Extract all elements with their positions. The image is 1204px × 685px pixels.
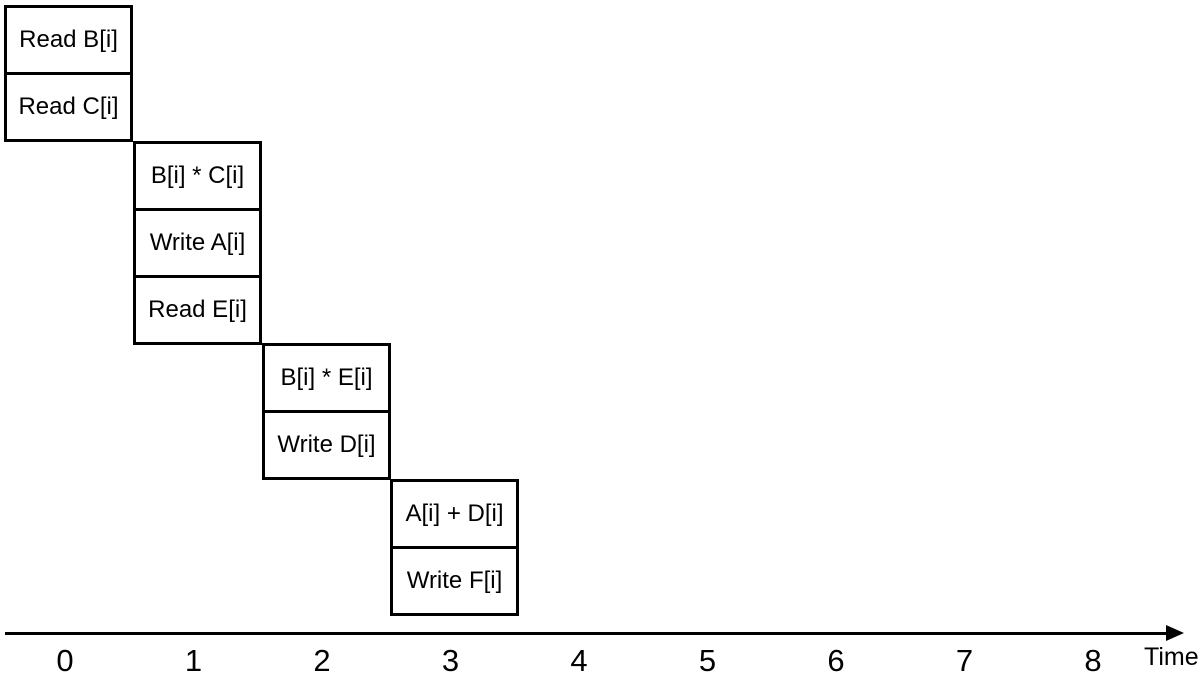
axis-tick-label-8: 8	[1084, 643, 1102, 678]
axis-tick-label-4: 4	[570, 643, 588, 678]
task-box-read-c: Read C[i]	[4, 72, 133, 142]
task-box-write-a: Write A[i]	[133, 208, 262, 278]
time-slot-column-3: A[i] + D[i] Write F[i]	[390, 479, 519, 616]
task-box-multiply-bc: B[i] * C[i]	[133, 141, 262, 211]
task-box-read-b: Read B[i]	[4, 5, 133, 75]
axis-tick-label-3: 3	[441, 643, 460, 678]
task-box-multiply-be: B[i] * E[i]	[262, 343, 391, 413]
axis-tick-label-5: 5	[698, 643, 717, 678]
task-box-add-ad: A[i] + D[i]	[390, 479, 519, 549]
time-slot-column-0: Read B[i] Read C[i]	[4, 5, 133, 142]
task-box-read-e: Read E[i]	[133, 275, 262, 345]
axis-tick-label-2: 2	[313, 643, 331, 678]
axis-tick-label-1: 1	[184, 643, 203, 678]
time-slot-column-2: B[i] * E[i] Write D[i]	[262, 343, 391, 480]
axis-tick-label-7: 7	[955, 643, 974, 678]
time-axis-title: Time	[1144, 643, 1199, 671]
task-box-write-d: Write D[i]	[262, 410, 391, 480]
task-box-write-f: Write F[i]	[390, 546, 519, 616]
arrowhead-icon	[1166, 625, 1184, 641]
axis-tick-label-0: 0	[56, 643, 74, 678]
time-axis-line	[5, 632, 1168, 635]
time-slot-column-1: B[i] * C[i] Write A[i] Read E[i]	[133, 141, 262, 345]
axis-tick-label-6: 6	[827, 643, 845, 678]
